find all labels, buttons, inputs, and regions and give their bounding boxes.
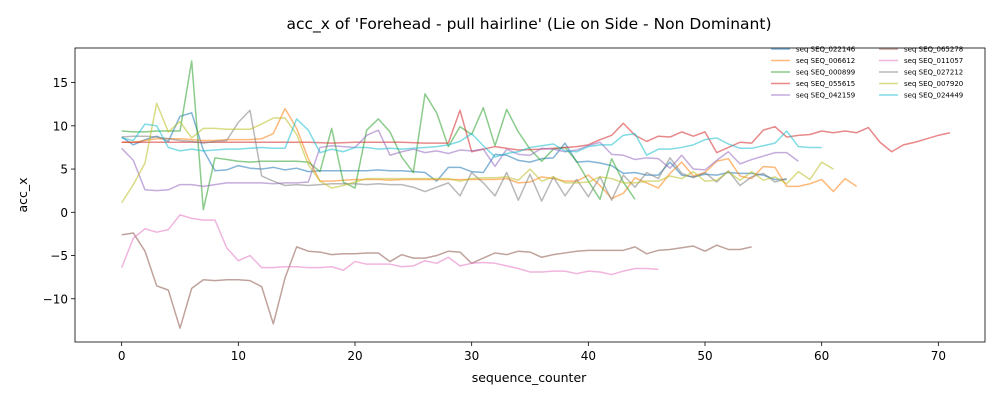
- x-tick-label: 40: [581, 349, 596, 363]
- y-axis: −10 −5 0 5 10 15: [43, 76, 75, 306]
- legend-label: seq SEQ_042159: [796, 92, 855, 100]
- series-layer: [120, 60, 951, 329]
- y-tick-label: 5: [60, 163, 68, 177]
- x-tick-label: 60: [814, 349, 829, 363]
- x-axis: 0 10 20 30 40 50 60 70: [118, 342, 946, 363]
- y-tick-label: 10: [53, 119, 68, 133]
- series-line-6: [121, 232, 752, 329]
- series-line-5: [121, 129, 799, 192]
- x-tick-label: 0: [118, 349, 126, 363]
- x-tick-label: 10: [231, 349, 246, 363]
- legend-label: seq SEQ_000899: [796, 69, 855, 77]
- x-tick-label: 50: [697, 349, 712, 363]
- series-line-9: [121, 102, 834, 204]
- y-tick-label: −5: [50, 249, 68, 263]
- series-line-2: [121, 107, 858, 200]
- y-tick-label: −10: [43, 292, 68, 306]
- legend-label: seq SEQ_007920: [904, 80, 963, 88]
- y-tick-label: 15: [53, 76, 68, 90]
- x-tick-label: 70: [931, 349, 946, 363]
- plot-frame: [74, 47, 986, 343]
- legend-label: seq SEQ_024449: [904, 92, 963, 100]
- series-line-10: [121, 118, 822, 158]
- y-tick-label: 0: [60, 206, 68, 220]
- legend-label: seq SEQ_065278: [904, 46, 963, 54]
- x-tick-label: 20: [347, 349, 362, 363]
- series-line-7: [120, 214, 659, 276]
- x-tick-label: 30: [464, 349, 479, 363]
- legend-label: seq SEQ_055615: [796, 80, 855, 88]
- legend-label: seq SEQ_027212: [904, 69, 963, 77]
- legend-label: seq SEQ_006612: [796, 57, 855, 65]
- plot-area: [75, 48, 985, 342]
- y-axis-label: acc_x: [15, 177, 30, 212]
- legend-label: seq SEQ_011057: [904, 57, 963, 65]
- series-line-8: [121, 109, 787, 202]
- legend-label: seq SEQ_022146: [796, 46, 856, 54]
- series-line-3: [121, 60, 636, 211]
- chart-title: acc_x of 'Forehead - pull hairline' (Lie…: [286, 15, 771, 34]
- series-line-4: [121, 109, 951, 154]
- x-axis-label: sequence_counter: [472, 370, 587, 385]
